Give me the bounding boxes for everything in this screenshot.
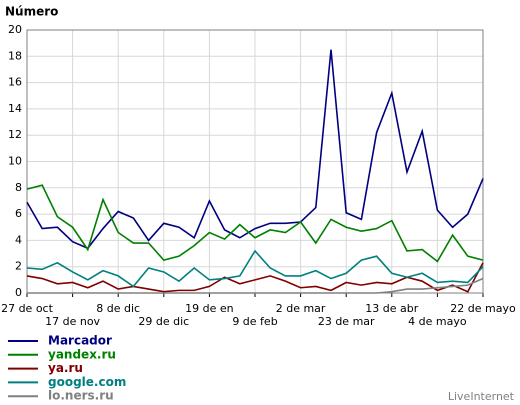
x-tick-label: 8 de dic <box>96 302 140 315</box>
x-tick-label: 29 de dic <box>138 315 189 328</box>
chart-title: Número <box>5 5 58 19</box>
legend-label: google.com <box>48 375 126 389</box>
x-tick-label: 22 de mayo <box>450 302 516 315</box>
series-line <box>26 49 484 250</box>
x-tick-label: 23 de mar <box>318 315 375 328</box>
y-tick-label: 10 <box>8 155 22 168</box>
y-tick-label: 6 <box>15 207 22 220</box>
series-line <box>27 277 484 294</box>
legend-label: yandex.ru <box>48 347 116 361</box>
y-tick-label: 2 <box>15 260 22 273</box>
x-tick-label: 17 de nov <box>45 315 100 328</box>
y-tick-label: 4 <box>15 233 22 246</box>
y-tick-label: 18 <box>8 49 22 62</box>
y-tick-label: 8 <box>15 181 22 194</box>
legend-label: ya.ru <box>48 361 83 375</box>
legend-label: lo.ners.ru <box>48 389 114 403</box>
y-tick-label: 16 <box>8 76 22 89</box>
legend-label: Marcador <box>48 334 112 348</box>
x-tick-label: 9 de feb <box>232 315 277 328</box>
y-tick-label: 12 <box>8 128 22 141</box>
series-line <box>26 184 484 263</box>
x-tick-label: 2 de mar <box>276 302 326 315</box>
y-tick-label: 0 <box>15 286 22 299</box>
y-tick-label: 14 <box>8 102 22 115</box>
x-tick-label: 4 de mayo <box>408 315 467 328</box>
footer: LiveInternet <box>448 390 515 403</box>
x-tick-label: 19 de en <box>185 302 234 315</box>
x-tick-label: 27 de oct <box>1 302 54 315</box>
y-tick-label: 20 <box>8 23 22 36</box>
series-line <box>26 249 484 288</box>
x-tick-label: 13 de abr <box>365 302 418 315</box>
